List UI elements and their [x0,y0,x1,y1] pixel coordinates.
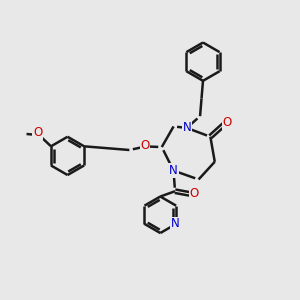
Text: O: O [223,116,232,129]
Text: N: N [171,218,180,230]
Text: O: O [190,187,199,200]
Text: O: O [140,140,150,152]
Text: O: O [33,126,42,139]
Text: N: N [182,122,191,134]
Text: N: N [169,164,178,177]
